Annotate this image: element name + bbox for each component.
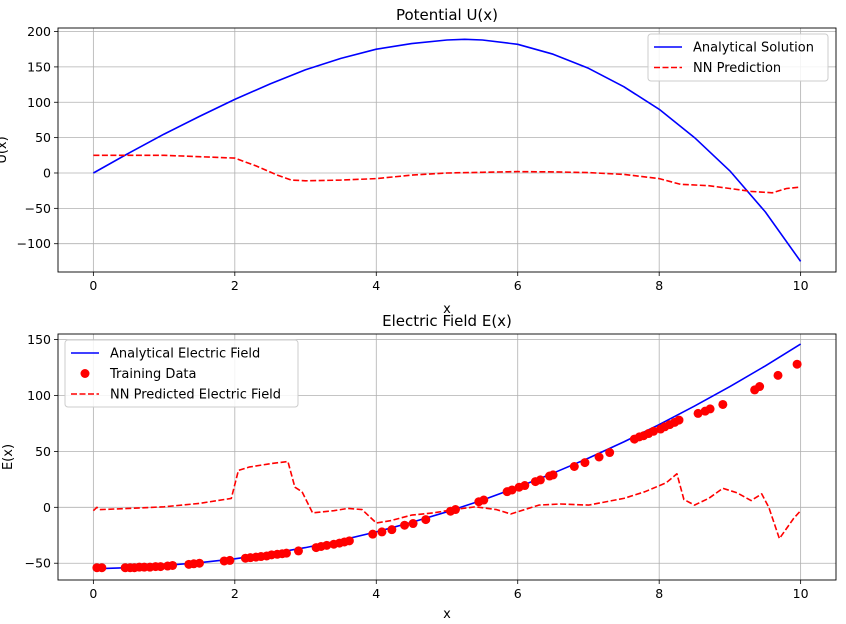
training-data-point <box>755 382 765 392</box>
x-tick-label: 10 <box>793 278 809 293</box>
y-tick-label: 50 <box>35 130 51 145</box>
training-data-point <box>156 562 166 572</box>
potential-ticks: 0 2 4 6 8 10 −100 −50 0 50 100 150 200 <box>17 24 809 293</box>
training-data-point <box>705 404 715 414</box>
potential-y-label: U(x) <box>0 136 10 163</box>
series-line-2 <box>92 460 802 540</box>
training-data-point <box>520 481 530 491</box>
training-data-point <box>479 495 489 505</box>
training-data-point <box>605 448 615 458</box>
legend-label: Analytical Electric Field <box>110 347 260 362</box>
y-tick-label: 0 <box>43 165 51 180</box>
legend-label: Analytical Solution <box>693 41 814 56</box>
y-tick-label: 150 <box>27 332 51 347</box>
training-data-point <box>225 555 235 565</box>
training-data-point <box>421 515 431 525</box>
series-line-0 <box>93 38 802 262</box>
legend-marker <box>80 369 90 378</box>
y-tick-label: 0 <box>43 500 51 515</box>
electric-field-series <box>92 343 802 573</box>
training-data-point <box>368 529 378 539</box>
potential-x-label: x <box>443 302 451 317</box>
x-tick-label: 8 <box>655 586 663 601</box>
potential-legend: Analytical Solution NN Prediction <box>647 33 829 82</box>
x-tick-label: 0 <box>89 278 97 293</box>
y-tick-label: −50 <box>25 556 51 571</box>
x-tick-label: 8 <box>655 278 663 293</box>
training-data-point <box>344 536 354 546</box>
x-tick-label: 6 <box>514 586 522 601</box>
potential-title: Potential U(x) <box>396 6 498 24</box>
training-data-point <box>594 452 604 462</box>
x-tick-label: 0 <box>89 586 97 601</box>
training-data-point <box>387 525 397 535</box>
training-data-point <box>792 359 802 369</box>
y-tick-label: −50 <box>25 201 51 216</box>
electric-field-axes-frame <box>57 333 837 581</box>
electric-field-ticks: 0 2 4 6 8 10 −50 0 50 100 150 <box>25 332 809 601</box>
training-data-point <box>674 415 684 425</box>
x-tick-label: 2 <box>231 278 239 293</box>
training-data-point <box>293 546 303 556</box>
training-data-point <box>548 470 558 480</box>
legend-label: NN Prediction <box>693 61 781 76</box>
legend-box <box>64 339 299 408</box>
training-data-point <box>322 540 332 550</box>
electric-field-x-label: x <box>443 607 451 622</box>
potential-panel: 0 2 4 6 8 10 −100 −50 0 50 100 150 200 Potential U(x… <box>0 6 837 317</box>
training-data-point <box>535 475 545 485</box>
x-tick-label: 6 <box>514 278 522 293</box>
y-tick-label: 200 <box>27 24 51 39</box>
training-data-point <box>569 462 579 472</box>
training-data-point <box>168 560 178 570</box>
legend-label: NN Predicted Electric Field <box>110 388 281 403</box>
legend-label: Training Data <box>109 367 196 382</box>
x-tick-label: 2 <box>231 586 239 601</box>
training-data-point <box>507 485 517 495</box>
training-data-point <box>649 426 659 436</box>
x-tick-label: 10 <box>793 586 809 601</box>
potential-series <box>93 38 802 262</box>
training-data-point <box>97 563 107 573</box>
training-data-point <box>377 527 387 537</box>
training-data-point <box>194 558 204 568</box>
y-tick-label: 150 <box>27 59 51 74</box>
electric-field-legend: Analytical Electric Field Training Data NN… <box>64 339 299 408</box>
training-data-point <box>281 548 291 558</box>
electric-field-title: Electric Field E(x) <box>382 312 512 330</box>
x-tick-label: 4 <box>372 586 380 601</box>
potential-grid <box>58 28 836 272</box>
training-data-point <box>773 370 783 380</box>
training-data-point <box>693 408 703 418</box>
training-data-point <box>408 519 418 529</box>
x-tick-label: 4 <box>372 278 380 293</box>
series-line-1 <box>93 154 801 194</box>
y-tick-label: −100 <box>17 236 51 251</box>
training-data-point <box>580 458 590 468</box>
training-data-point <box>718 399 728 409</box>
legend-box <box>647 33 829 82</box>
y-tick-label: 50 <box>35 444 51 459</box>
potential-axes-frame <box>57 27 837 273</box>
training-data-point <box>400 520 410 530</box>
y-tick-label: 100 <box>27 95 51 110</box>
y-tick-label: 100 <box>27 388 51 403</box>
electric-field-y-label: E(x) <box>1 444 16 470</box>
training-data-points <box>92 359 802 573</box>
